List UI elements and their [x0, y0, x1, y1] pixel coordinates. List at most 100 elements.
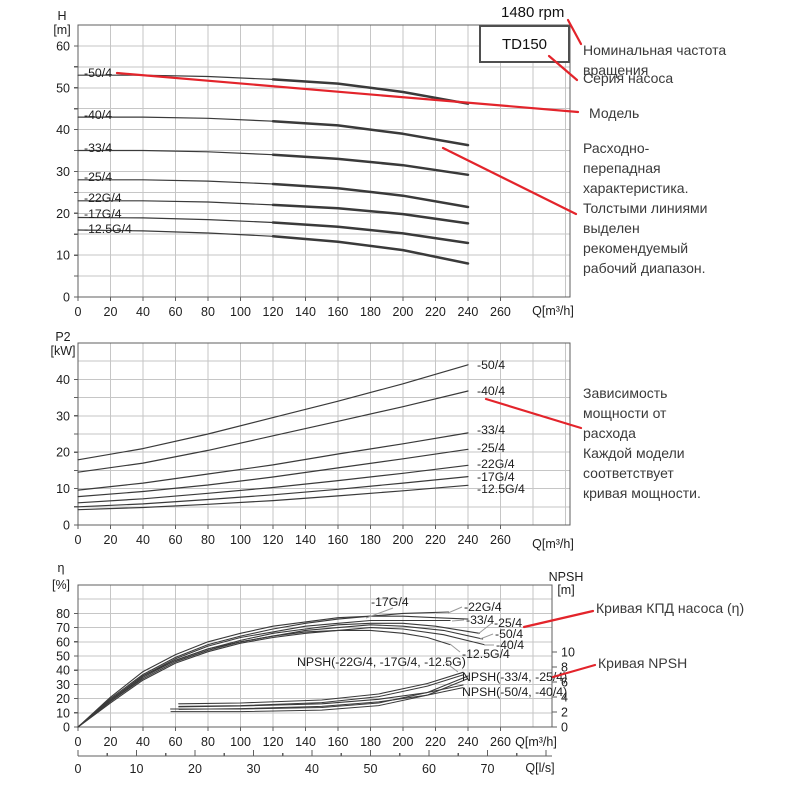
y-axis: 0 10 20 30 40 50 60: [56, 39, 78, 305]
label-leader-line: [451, 619, 465, 622]
rpm-label: 1480 rpm: [501, 4, 565, 21]
x-tick-label: 20: [104, 305, 118, 319]
curve-label: -22G/4: [84, 191, 122, 205]
curve--334: -33/4: [77, 423, 505, 491]
y-tick-label: 60: [56, 39, 70, 53]
x-tick-label: 120: [263, 735, 284, 749]
curve-label: -33/4: [477, 423, 505, 437]
curve-label: -40/4: [477, 384, 505, 398]
lps-tick-label: 40: [305, 762, 319, 776]
note-flow-head-characteristic: Расходно- перепадная характеристика. Тол…: [583, 140, 708, 276]
x-tick-label: 260: [490, 735, 511, 749]
eff-chart: 0 20 40 60 80 100 120 140 160 180 200 220 240 260 Q[m³…: [52, 561, 583, 776]
x-tick-label: 220: [425, 305, 446, 319]
curve-group-label: NPSH(-33/4, -25/4): [462, 670, 567, 684]
y-axis-title: [m]: [53, 23, 70, 37]
y-tick-label: 50: [56, 650, 70, 664]
x-axis-title: Q[m³/h]: [532, 304, 574, 318]
x-tick-label: 60: [169, 533, 183, 547]
curve--17G4: -17G/4: [77, 207, 470, 245]
npsh-axis-title: [m]: [557, 583, 574, 597]
lps-tick-label: 0: [75, 762, 82, 776]
npsh-tick-label: 6: [561, 676, 568, 690]
curve-label: -25/4: [84, 170, 112, 184]
x-tick-label: 100: [230, 533, 251, 547]
curve--334: -33/4: [77, 141, 470, 177]
y-tick-label: 80: [56, 607, 70, 621]
y-axis-title: H: [57, 9, 66, 23]
y-tick-label: 0: [63, 721, 70, 735]
y-tick-label: 40: [56, 373, 70, 387]
curve-NPSH-33-25: [178, 671, 464, 707]
curve-label: -40/4: [496, 638, 524, 652]
x-tick-label: 60: [169, 305, 183, 319]
lps-tick-label: 30: [247, 762, 261, 776]
x-tick-label: 260: [490, 533, 511, 547]
curve--254: -25/4: [77, 441, 505, 498]
curve--12.5G4: -12.5G/4: [77, 629, 510, 728]
curve-label: -17G/4: [84, 207, 122, 221]
curve--404: -40/4: [77, 627, 524, 728]
series-name-text: TD150: [501, 35, 548, 53]
x-tick-label: 20: [104, 735, 118, 749]
curve--12.5G4: -12.5G/4: [77, 482, 525, 511]
x-axis-title: Q[m³/h]: [515, 735, 557, 749]
curve-label: -12.5G/4: [462, 647, 510, 661]
x-tick-label: 80: [201, 735, 215, 749]
x-tick-label: 240: [458, 305, 479, 319]
x-tick-label: 100: [230, 735, 251, 749]
y-tick-label: 40: [56, 123, 70, 137]
y-tick-label: 20: [56, 692, 70, 706]
x-tick-label: 160: [328, 305, 349, 319]
x-tick-label: 20: [104, 533, 118, 547]
curve--254: -25/4: [77, 170, 470, 209]
y-tick-label: 10: [56, 482, 70, 496]
label-leader-line: [477, 622, 493, 635]
curve--504: -50/4: [77, 358, 505, 461]
curve-label: -50/4: [84, 66, 112, 80]
npsh-axis-title: NPSH: [549, 570, 584, 584]
note-power-vs-flow: Зависимость мощности от расхода Каждой м…: [583, 385, 701, 501]
x-tick-label: 40: [136, 305, 150, 319]
lps-axis: 0 10 20 30 40 50 60 70 Q[l/s]: [75, 750, 555, 776]
lps-axis-title: Q[l/s]: [525, 761, 554, 775]
y-tick-label: 0: [63, 519, 70, 533]
series-name-box: TD150: [479, 25, 570, 63]
npsh-tick-label: 0: [561, 721, 568, 735]
curve-label: -50/4: [495, 627, 523, 641]
y-axis-title: η: [58, 561, 65, 575]
npsh-tick-label: 10: [561, 646, 575, 660]
curve--22G4: -22G/4: [77, 191, 470, 225]
x-tick-label: 100: [230, 305, 251, 319]
x-tick-label: 180: [360, 305, 381, 319]
x-tick-label: 220: [425, 735, 446, 749]
curve-label: -25/4: [477, 441, 505, 455]
curve-label: -17G/4: [371, 595, 409, 609]
curve--404: -40/4: [77, 384, 505, 473]
note-pump-series: Серия насоса: [583, 70, 674, 86]
x-tick-label: 40: [136, 533, 150, 547]
y-tick-label: 60: [56, 635, 70, 649]
x-tick-label: 140: [295, 305, 316, 319]
y-tick-label: 10: [56, 706, 70, 720]
label-leader-line: [365, 607, 394, 619]
lps-tick-label: 70: [481, 762, 495, 776]
x-tick-label: 80: [201, 533, 215, 547]
x-tick-label: 0: [75, 305, 82, 319]
y-tick-label: 20: [56, 446, 70, 460]
curve--12.5G4: -12.5G/4: [77, 222, 470, 265]
x-tick-label: 140: [295, 533, 316, 547]
x-tick-label: 180: [360, 735, 381, 749]
x-tick-label: 60: [169, 735, 183, 749]
y-tick-label: 30: [56, 409, 70, 423]
curve-group-label: NPSH(-22G/4, -17G/4, -12.5G): [297, 655, 466, 669]
plot-border: [77, 24, 571, 298]
x-tick-label: 200: [393, 735, 414, 749]
label-leader-line: [449, 643, 461, 653]
p2-chart: 0 20 40 60 80 100 120 140 160 180 200 220 240 260 Q[m³…: [51, 330, 574, 551]
x-tick-label: 0: [75, 735, 82, 749]
npsh-tick-label: 4: [561, 691, 568, 705]
curve--17G4: -17G/4: [77, 595, 469, 728]
x-tick-label: 220: [425, 533, 446, 547]
